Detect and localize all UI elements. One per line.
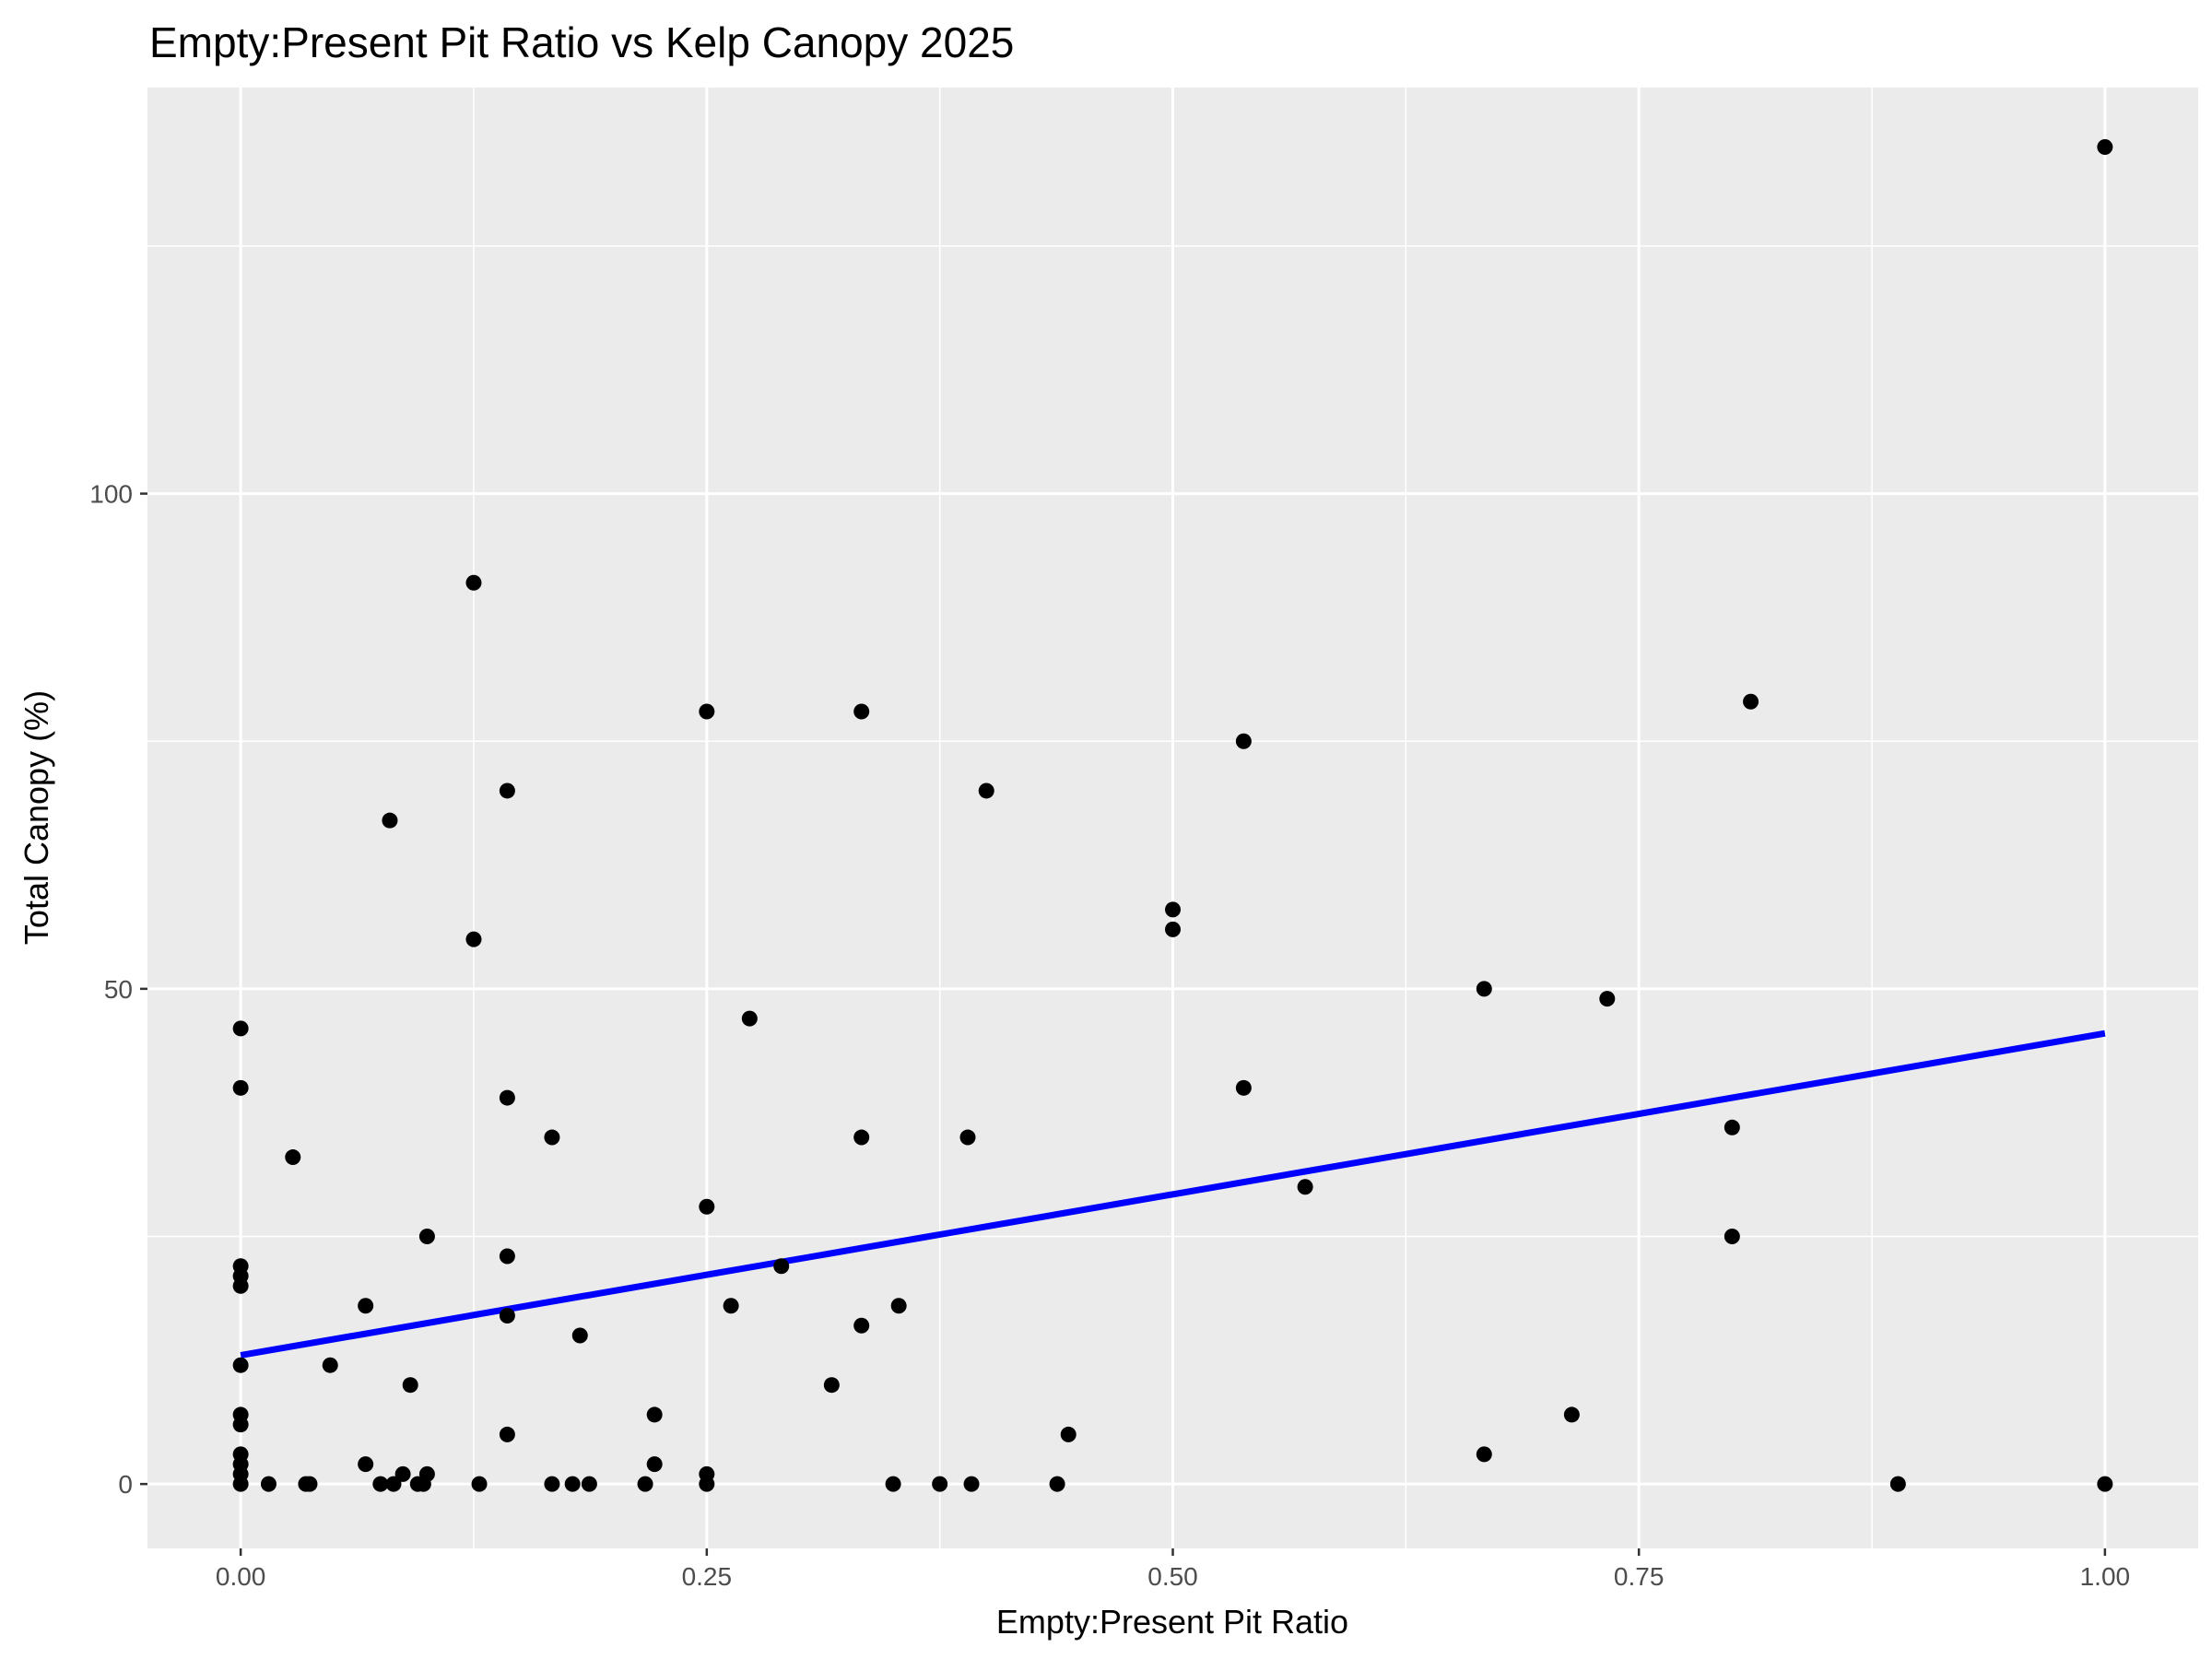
data-point	[1889, 1476, 1906, 1492]
data-point	[418, 1229, 435, 1245]
data-point	[358, 1456, 374, 1473]
data-point	[1165, 901, 1181, 918]
data-point	[499, 1426, 515, 1442]
x-tick-label: 1.00	[2080, 1562, 2131, 1591]
data-point	[471, 1476, 488, 1492]
data-point	[1060, 1426, 1077, 1442]
data-point	[465, 574, 482, 591]
data-point	[499, 782, 515, 799]
data-point	[285, 1149, 301, 1166]
data-point	[853, 703, 870, 720]
x-tick-label: 0.75	[1614, 1562, 1665, 1591]
data-point	[232, 1020, 249, 1037]
trend-line-group	[240, 1030, 2106, 1359]
data-point	[499, 1089, 515, 1106]
data-point	[773, 1258, 790, 1275]
data-point	[741, 1010, 758, 1027]
data-point	[1743, 693, 1759, 710]
data-point	[1563, 1406, 1580, 1423]
data-point	[372, 1476, 389, 1492]
data-point	[823, 1377, 840, 1394]
data-point	[260, 1476, 276, 1492]
data-point	[232, 1277, 249, 1294]
data-point	[358, 1298, 374, 1314]
y-tick-label: 0	[118, 1470, 133, 1499]
data-point	[418, 1465, 435, 1482]
data-point	[232, 1476, 249, 1492]
data-point	[959, 1129, 976, 1146]
data-point	[646, 1456, 663, 1473]
data-point	[232, 1357, 249, 1373]
data-point	[699, 1198, 715, 1215]
data-point	[1235, 733, 1252, 749]
data-point	[646, 1406, 663, 1423]
data-point	[699, 1476, 715, 1492]
x-tick-label: 0.25	[682, 1562, 733, 1591]
x-tick-label: 0.00	[216, 1562, 266, 1591]
chart-title: Empty:Present Pit Ratio vs Kelp Canopy 2…	[149, 18, 1014, 66]
data-point	[2097, 1476, 2113, 1492]
data-point	[1476, 1446, 1492, 1463]
data-point	[385, 1476, 402, 1492]
data-point	[544, 1129, 560, 1146]
data-point	[1724, 1119, 1740, 1135]
data-point	[232, 1079, 249, 1096]
y-tick-label: 100	[89, 480, 133, 509]
data-point	[853, 1317, 870, 1334]
data-point	[465, 931, 482, 947]
grid-major	[147, 88, 2198, 1548]
y-axis-title: Total Canopy (%)	[18, 690, 55, 945]
data-point	[402, 1377, 418, 1394]
data-point	[723, 1298, 739, 1314]
data-points	[232, 138, 2113, 1492]
data-point	[932, 1476, 948, 1492]
x-axis-title: Empty:Present Pit Ratio	[996, 1603, 1348, 1641]
y-axis-ticks: 0 50 100	[89, 480, 147, 1499]
data-point	[499, 1248, 515, 1265]
data-point	[544, 1476, 560, 1492]
data-point	[1049, 1476, 1065, 1492]
data-point	[2097, 138, 2113, 155]
data-point	[699, 703, 715, 720]
data-point	[890, 1298, 907, 1314]
data-point	[1724, 1229, 1740, 1245]
data-point	[301, 1476, 318, 1492]
data-point	[1297, 1179, 1313, 1195]
data-point	[564, 1476, 581, 1492]
data-point	[637, 1476, 653, 1492]
data-point	[885, 1476, 901, 1492]
data-point	[232, 1417, 249, 1433]
data-point	[1599, 991, 1616, 1007]
x-axis-ticks: 0.00 0.25 0.50 0.75 1.00	[216, 1548, 2130, 1591]
data-point	[1235, 1079, 1252, 1096]
data-point	[581, 1476, 597, 1492]
data-point	[1165, 921, 1181, 937]
data-point	[978, 782, 994, 799]
data-point	[1476, 981, 1492, 997]
data-point	[394, 1465, 411, 1482]
data-point	[853, 1129, 870, 1146]
data-point	[322, 1357, 338, 1373]
x-tick-label: 0.50	[1147, 1562, 1198, 1591]
data-point	[571, 1327, 588, 1344]
data-point	[499, 1307, 515, 1324]
y-tick-label: 50	[104, 975, 133, 1004]
data-point	[382, 812, 398, 829]
data-point	[963, 1476, 980, 1492]
trend-line	[240, 1030, 2106, 1359]
